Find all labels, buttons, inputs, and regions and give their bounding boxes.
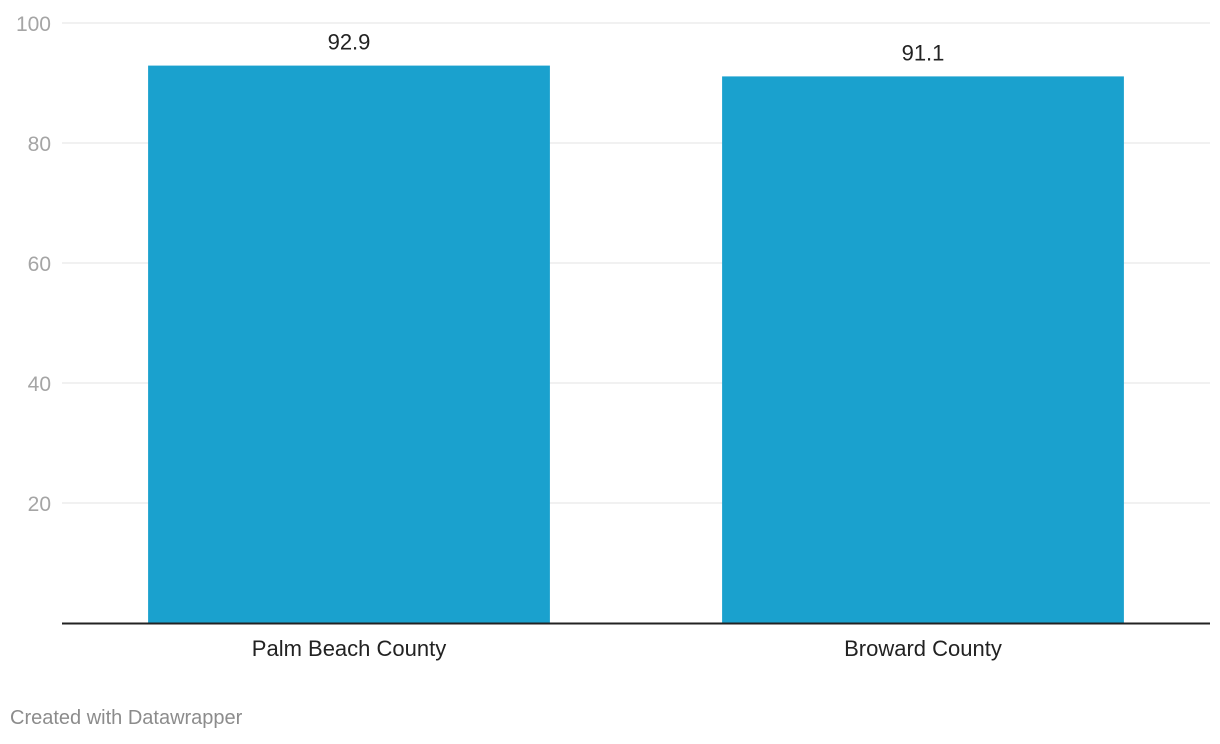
x-category-label: Palm Beach County — [252, 636, 446, 661]
y-tick-label: 60 — [28, 253, 51, 276]
y-tick-label: 80 — [28, 133, 51, 156]
bar-value-label: 92.9 — [328, 30, 371, 55]
y-tick-label: 100 — [16, 13, 51, 36]
x-category-label: Broward County — [844, 636, 1002, 661]
bar — [148, 65, 550, 624]
y-tick-label: 40 — [28, 373, 51, 396]
y-tick-label: 20 — [28, 493, 51, 516]
credit-text: Created with Datawrapper — [10, 707, 243, 729]
bar — [722, 76, 1124, 623]
bar-value-label: 91.1 — [902, 40, 945, 65]
